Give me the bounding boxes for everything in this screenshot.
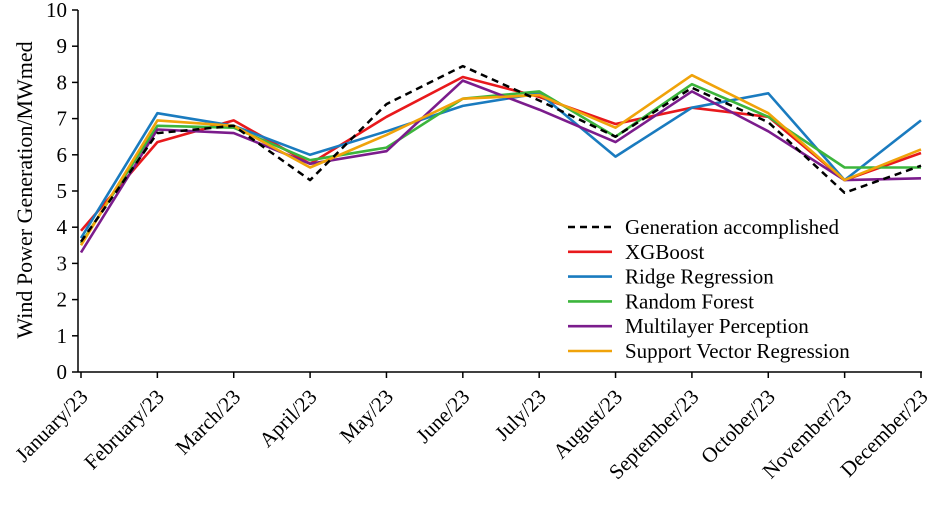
legend-label: Ridge Regression <box>625 265 774 289</box>
legend-label: Multilayer Perception <box>625 314 809 338</box>
y-ticks: 0 1 2 3 4 5 6 7 8 9 10 <box>46 0 78 384</box>
series-lines <box>79 64 922 254</box>
y-tick-label: 9 <box>57 34 68 58</box>
y-tick-label: 0 <box>57 360 68 384</box>
series-line-support-vector-regression <box>79 73 922 246</box>
x-tick-label: June/23 <box>411 385 474 448</box>
x-tick-label: July/23 <box>490 385 551 446</box>
series-line-generation-accomplished <box>79 64 922 243</box>
x-tick-label: May/23 <box>335 385 398 448</box>
y-tick-label: 1 <box>57 324 68 348</box>
y-tick-label: 5 <box>57 179 68 203</box>
x-tick-label: January/23 <box>10 385 92 467</box>
y-tick-label: 7 <box>57 107 68 131</box>
y-tick-label: 6 <box>57 143 68 167</box>
y-tick-label: 3 <box>57 251 68 275</box>
x-tick-label: April/23 <box>254 385 321 452</box>
legend-label: Support Vector Regression <box>625 339 850 363</box>
y-tick-label: 8 <box>57 70 68 94</box>
legend-label: Generation accomplished <box>625 215 839 239</box>
y-tick-label: 4 <box>57 215 68 239</box>
x-tick-label: February/23 <box>79 385 169 475</box>
y-axis-title: Wind Power Generation/MWmed <box>12 41 37 338</box>
legend-label: Random Forest <box>625 289 754 313</box>
legend-label: XGBoost <box>625 240 705 264</box>
x-tick-label: August/23 <box>548 385 627 464</box>
series-line-multilayer-perception <box>79 79 922 254</box>
y-tick-label: 2 <box>57 288 68 312</box>
y-tick-label: 10 <box>46 0 67 22</box>
x-tick-label: March/23 <box>171 385 246 460</box>
